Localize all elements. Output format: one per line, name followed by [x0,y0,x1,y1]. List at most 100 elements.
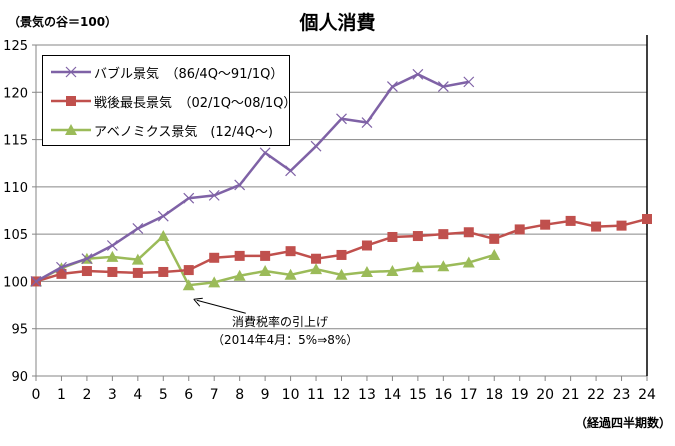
annotation-line1: 消費税率の引上げ [232,315,329,329]
x-tick-label: 23 [613,387,631,403]
data-point [489,233,500,244]
x-tick-label: 3 [108,387,117,403]
y-axis-unit-label: （景気の谷＝100） [8,15,118,29]
x-tick-label: 0 [32,387,41,403]
legend-item-bubble: バブル景気 （86/4Q～91/1Q） [51,62,283,82]
y-tick-label: 110 [3,181,28,196]
x-tick-label: 8 [235,387,244,403]
data-point [131,253,144,265]
data-point [361,240,372,251]
x-tick-label: 4 [133,387,142,403]
data-point [285,246,296,257]
y-tick-label: 120 [3,86,28,101]
chart-title: 個人消費 [299,12,376,34]
legend-marker-square-icon [51,96,91,106]
series-line [35,72,470,283]
x-tick-label: 13 [358,387,376,403]
x-tick-label: 17 [460,387,478,403]
legend-label: 戦後最長景気 （02/1Q～08/1Q） [94,95,297,111]
data-point [310,263,323,275]
data-point [234,179,246,191]
x-tick-label: 2 [82,387,91,403]
y-tick-label: 95 [11,323,28,338]
legend-marker-triangle-icon [51,124,91,135]
data-point [182,279,195,291]
x-axis-label: （経過四半期数） [574,416,671,430]
x-tick-label: 10 [282,387,300,403]
data-point [284,268,297,280]
data-point [540,219,551,230]
x-tick-label: 19 [511,387,529,403]
data-point [437,81,449,93]
y-tick-label: 125 [3,39,28,54]
annotation-arrowhead [193,297,203,307]
data-point [30,276,42,287]
x-tick-label: 1 [57,387,66,403]
data-point [360,265,373,277]
data-point [132,223,144,234]
data-point [463,227,474,238]
x-tick-label: 11 [307,387,325,403]
data-point [514,224,525,235]
data-point [412,231,423,242]
data-point [132,267,143,278]
data-point [234,250,245,261]
data-point [81,266,92,277]
y-tick-label: 105 [3,228,28,243]
data-point [81,253,93,265]
data-point [183,265,194,276]
x-tick-label: 14 [384,387,402,403]
data-point [158,266,169,277]
data-point [642,214,652,225]
x-tick-label: 16 [434,387,452,403]
x-tick-label: 24 [638,387,656,403]
data-point [387,231,398,242]
y-tick-label: 115 [3,134,28,149]
annotation-arrow [196,299,246,314]
legend-item-longest: 戦後最長景気 （02/1Q～08/1Q） [51,91,296,111]
y-tick-label: 100 [3,275,28,290]
x-tick-label: 22 [587,387,605,403]
data-point [437,260,450,272]
data-point [438,229,449,240]
data-point [412,68,424,80]
data-point [386,265,399,277]
x-tick-label: 15 [409,387,427,403]
x-tick-label: 9 [261,387,270,403]
data-point [157,230,170,242]
data-point [259,265,272,277]
data-point [260,250,271,261]
data-point [208,276,221,288]
x-tick-label: 12 [333,387,351,403]
data-point [157,210,169,222]
data-point [565,215,576,226]
legend-item-abenomics: アベノミクス景気 (12/4Q～) [51,120,273,140]
legend: バブル景気 （86/4Q～91/1Q） 戦後最長景気 （02/1Q～08/1Q）… [42,55,296,146]
data-point [56,261,67,273]
data-point [616,220,627,231]
data-point [106,240,118,251]
data-point [310,140,322,152]
data-point [183,192,195,204]
data-point [106,250,119,262]
data-point [209,252,220,263]
legend-marker-x-icon [51,66,91,78]
data-point [411,261,424,273]
data-point [488,248,501,260]
y-tick-label: 90 [11,370,28,385]
x-tick-label: 7 [210,387,219,403]
legend-label: バブル景気 （86/4Q～91/1Q） [94,66,284,82]
annotation-line2: （2014年4月：5%⇒8%） [212,333,359,347]
data-point [591,221,602,232]
data-point [386,81,398,93]
data-point [311,253,322,264]
data-point [107,266,118,277]
x-tick-label: 21 [562,387,580,403]
x-tick-label: 18 [485,387,503,403]
x-tick-label: 6 [184,387,193,403]
data-point [285,165,297,177]
legend-label: アベノミクス景気 (12/4Q～) [94,124,273,140]
data-point [336,249,347,260]
x-tick-label: 5 [159,387,168,403]
